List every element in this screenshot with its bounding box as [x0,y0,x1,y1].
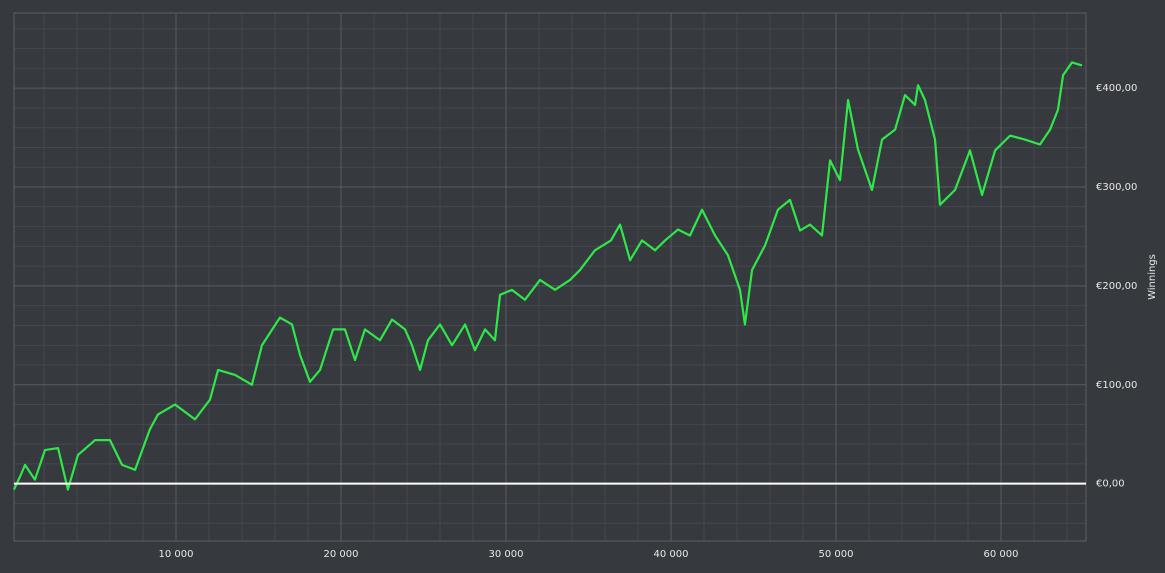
y-tick-label: €400,00 [1096,83,1137,94]
y-tick-label: €0,00 [1096,479,1125,490]
y-tick-label: €300,00 [1096,182,1137,193]
plot-frame [13,12,1087,542]
x-tick-label: 60 000 [984,549,1019,560]
x-tick-label: 50 000 [819,549,854,560]
winnings-line [12,61,1083,491]
x-tick-label: 30 000 [489,549,524,560]
x-tick-label: 20 000 [324,549,359,560]
x-tick-label: 40 000 [654,549,689,560]
y-tick-label: €100,00 [1096,380,1137,391]
y-axis-label: Winnings [1147,254,1158,300]
x-tick-label: 10 000 [159,549,194,560]
y-tick-label: €200,00 [1096,281,1137,292]
